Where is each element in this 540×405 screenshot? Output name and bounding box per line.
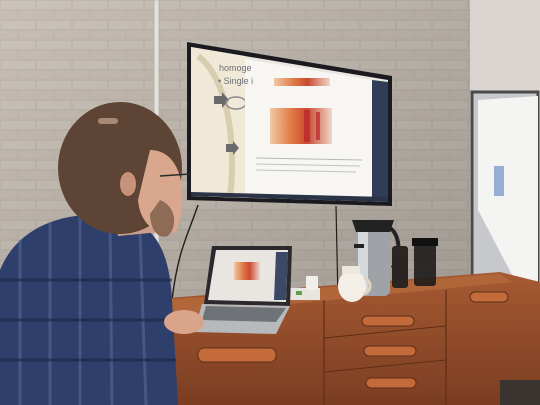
- drawer-handle: [361, 315, 415, 327]
- drawer-handle: [365, 377, 417, 389]
- presenter: [0, 102, 204, 405]
- laptop: [194, 246, 292, 334]
- arrow-icon: [226, 141, 239, 155]
- floor: [500, 380, 540, 405]
- bottle: [392, 246, 408, 288]
- slide-title-fragment: homoge: [219, 63, 252, 73]
- drawer-handle: [469, 291, 509, 303]
- drawer-handle: [363, 345, 417, 357]
- arrow-icon: [214, 92, 229, 108]
- hand: [164, 310, 204, 334]
- charger: [306, 276, 318, 290]
- wall-tv: [187, 42, 392, 206]
- coffee-thermos: [352, 220, 401, 296]
- milk-jug: [338, 266, 372, 302]
- ear: [120, 172, 136, 196]
- french-press: [412, 238, 438, 286]
- plaid-shirt: [0, 214, 178, 405]
- glasses: [159, 173, 191, 177]
- slide-bullet-fragment: • Single i: [218, 76, 254, 86]
- drawer-handle: [197, 347, 277, 363]
